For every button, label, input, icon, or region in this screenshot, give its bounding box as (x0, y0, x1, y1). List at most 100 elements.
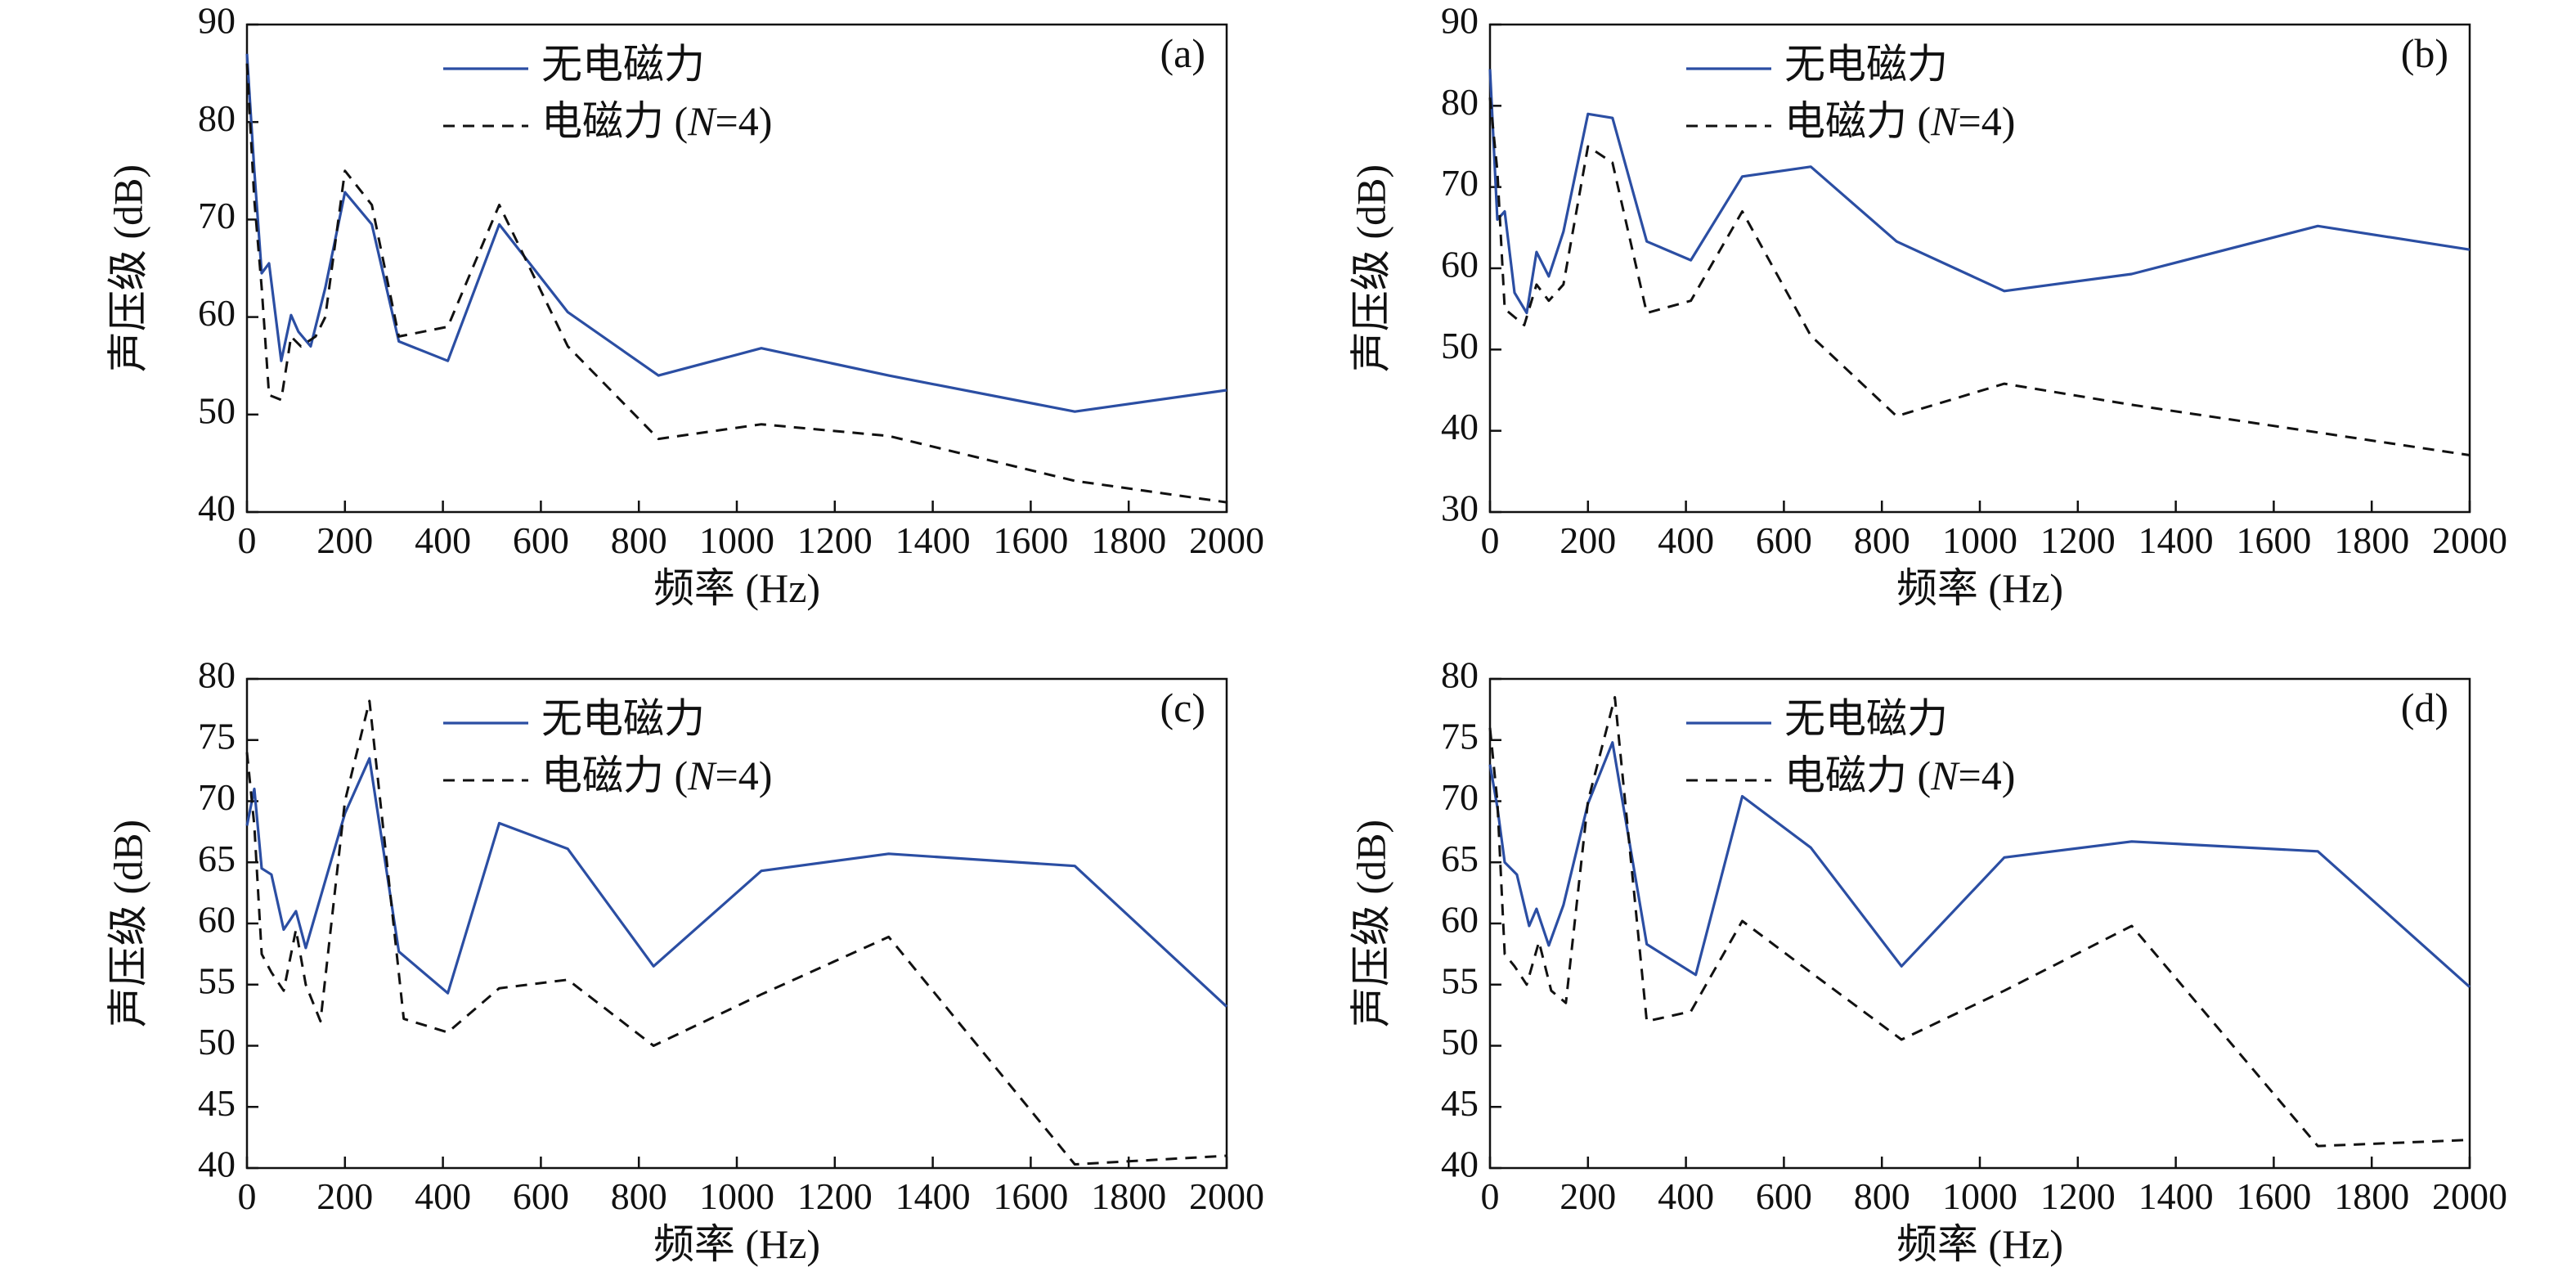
y-tick-label: 30 (1441, 487, 1479, 529)
x-tick-label: 2000 (2432, 1175, 2507, 1217)
chart-panel-c: 0 200 400 600 800 1000 1200 1400 1600 1800 2000 40 4… (105, 654, 1264, 1267)
x-tick-label: 1200 (797, 519, 873, 561)
y-tick-label: 50 (1441, 1021, 1479, 1063)
data-point (760, 993, 763, 996)
data-point (2316, 850, 2319, 853)
data-point (1611, 161, 1614, 164)
data-point (343, 191, 347, 194)
data-point (1503, 860, 1506, 864)
data-point (447, 326, 450, 329)
x-tick-label: 1400 (895, 1175, 971, 1217)
y-tick-label: 60 (198, 292, 236, 334)
data-point (1488, 96, 1492, 99)
data-point (280, 359, 283, 362)
data-point (2468, 454, 2471, 457)
data-point (1535, 907, 1538, 910)
data-point (297, 330, 300, 334)
data-point (2003, 290, 2006, 293)
data-point (1900, 1038, 1903, 1041)
series-line-no-electromagnetic-force (1488, 69, 2471, 315)
data-point (2130, 403, 2134, 407)
y-tick-label: 60 (1441, 244, 1479, 285)
data-point (1645, 312, 1649, 315)
x-tick-label: 200 (316, 519, 373, 561)
data-point (1900, 964, 1903, 968)
data-point (1535, 250, 1538, 254)
panel-label: (d) (2401, 685, 2448, 730)
x-tick-label: 600 (1756, 1175, 1812, 1217)
y-tick-label: 45 (198, 1082, 236, 1124)
data-point (1895, 415, 1898, 418)
data-point (304, 946, 307, 950)
y-tick-label: 80 (1441, 654, 1479, 696)
data-point (498, 986, 501, 990)
y-tick-label: 60 (1441, 899, 1479, 941)
data-point (1528, 924, 1531, 928)
x-tick-label: 400 (415, 1175, 471, 1217)
data-point (1562, 230, 1565, 233)
data-point (2468, 986, 2471, 989)
data-point (887, 852, 891, 856)
data-point (887, 434, 891, 438)
data-point (324, 316, 327, 319)
chart-panel-d: 0 200 400 600 800 1000 1200 1400 1600 1800 2000 40 4… (1348, 654, 2507, 1267)
data-point (245, 751, 249, 754)
data-point (1535, 283, 1538, 286)
series-line-no-electromagnetic-force (245, 757, 1228, 1008)
series-line-electromagnetic-force (1488, 695, 2471, 1148)
x-tick-label: 200 (1560, 519, 1616, 561)
y-tick-label: 40 (1441, 406, 1479, 447)
data-point (282, 989, 285, 992)
x-tick-label: 800 (1854, 1175, 1910, 1217)
data-point (1547, 275, 1551, 278)
y-tick-label: 75 (1441, 715, 1479, 757)
y-axis-label: 声压级 (dB) (105, 164, 150, 372)
data-point (2003, 382, 2006, 385)
series-line-electromagnetic-force (1488, 97, 2471, 456)
data-point (1523, 324, 1526, 327)
data-point (652, 964, 655, 968)
data-point (2316, 224, 2319, 227)
data-point (447, 359, 450, 362)
y-tick-label: 90 (198, 0, 236, 42)
x-tick-label: 600 (513, 519, 569, 561)
series-line-electromagnetic-force (245, 63, 1227, 504)
data-point (1503, 210, 1506, 213)
series-line-electromagnetic-force (245, 699, 1227, 1166)
data-point (447, 991, 450, 995)
data-point (397, 339, 401, 343)
data-point (270, 971, 273, 974)
data-point (1513, 964, 1516, 968)
data-point (652, 1045, 655, 1048)
data-point (1586, 800, 1590, 803)
data-point (1225, 501, 1228, 504)
legend-label: 电磁力 (N=4) (541, 98, 772, 144)
data-point (397, 335, 401, 338)
data-point (1515, 873, 1519, 876)
data-point (343, 800, 347, 803)
data-point (760, 347, 763, 350)
data-point (1547, 944, 1551, 947)
data-point (887, 935, 891, 938)
data-point (289, 313, 293, 317)
data-point (402, 1018, 406, 1021)
y-axis-label: 声压级 (dB) (1348, 164, 1393, 372)
data-point (566, 978, 569, 982)
legend-label: 电磁力 (N=4) (541, 753, 772, 798)
chart-panel-a: 0 200 400 600 800 1000 1200 1400 1600 1800 2000 40 5… (105, 0, 1264, 611)
data-point (1537, 940, 1541, 943)
data-point (1809, 165, 1812, 168)
data-point (1525, 312, 1528, 315)
x-tick-label: 1600 (2236, 1175, 2311, 1217)
data-point (1503, 952, 1506, 955)
data-point (267, 262, 271, 265)
data-point (657, 438, 660, 441)
data-point (1073, 865, 1076, 868)
x-tick-label: 2000 (1189, 519, 1264, 561)
panel-label: (c) (1160, 685, 1206, 730)
data-point (1645, 240, 1649, 243)
x-tick-label: 0 (238, 1175, 257, 1217)
data-point (1809, 334, 1812, 337)
